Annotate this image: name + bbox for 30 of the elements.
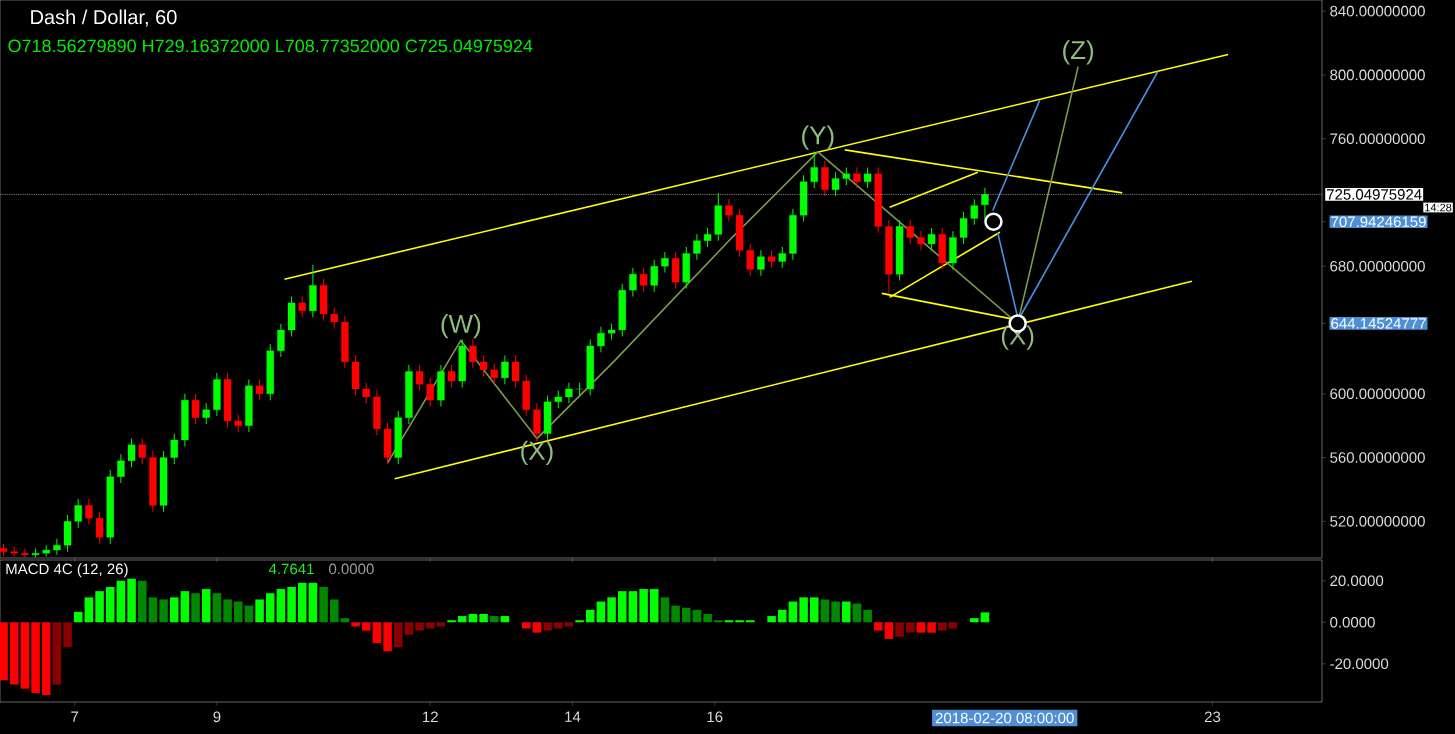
annotation: (X) — [521, 440, 553, 466]
y-tick-label: 840.00000000 — [1330, 5, 1425, 17]
y-tick-label: 680.00000000 — [1330, 260, 1425, 272]
annotation: (Z) — [1063, 40, 1094, 65]
text: O718.56279890 H729.16372000 L708.77352000 C725.04975924 — [8, 39, 533, 53]
ref-line-label: 725.04975924 — [1326, 189, 1422, 200]
annotation: 4.7641 — [268, 563, 314, 575]
y-tick-label: 707.94246159 — [1331, 216, 1426, 227]
x-tick-label: 12 — [423, 711, 438, 723]
y-tick-label: 20.0000 — [1330, 575, 1384, 587]
y-tick-label: 644.14524777 — [1331, 318, 1426, 329]
y-tick-label: -20.0000 — [1330, 658, 1389, 670]
annotation: (W) — [441, 313, 481, 339]
x-tick-label: 23 — [1204, 711, 1221, 723]
chart-title: Dash / Dollar, 60 — [31, 9, 177, 27]
annotation: 0.0000 — [329, 563, 374, 575]
x-tick-label: 14 — [565, 711, 581, 722]
chart-title: MACD 4C (12, 26) — [6, 563, 128, 578]
annotation: (Y) — [802, 125, 834, 150]
y-tick-label: 760.00000000 — [1330, 133, 1425, 145]
y-tick-label: 0.0000 — [1330, 616, 1375, 628]
y-tick-label: 600.00000000 — [1330, 388, 1425, 400]
x-tick-label: 7 — [71, 711, 79, 722]
y-tick-label: 560.00000000 — [1330, 452, 1425, 463]
y-tick-label: 520.00000000 — [1330, 516, 1425, 527]
x-tick-label: 16 — [707, 711, 723, 723]
y-tick-label: 800.00000000 — [1330, 69, 1425, 81]
text: 2018-02-20 08:00:00 — [935, 712, 1074, 724]
x-tick-label: 9 — [213, 711, 221, 723]
text: 14:28 — [1425, 203, 1452, 212]
